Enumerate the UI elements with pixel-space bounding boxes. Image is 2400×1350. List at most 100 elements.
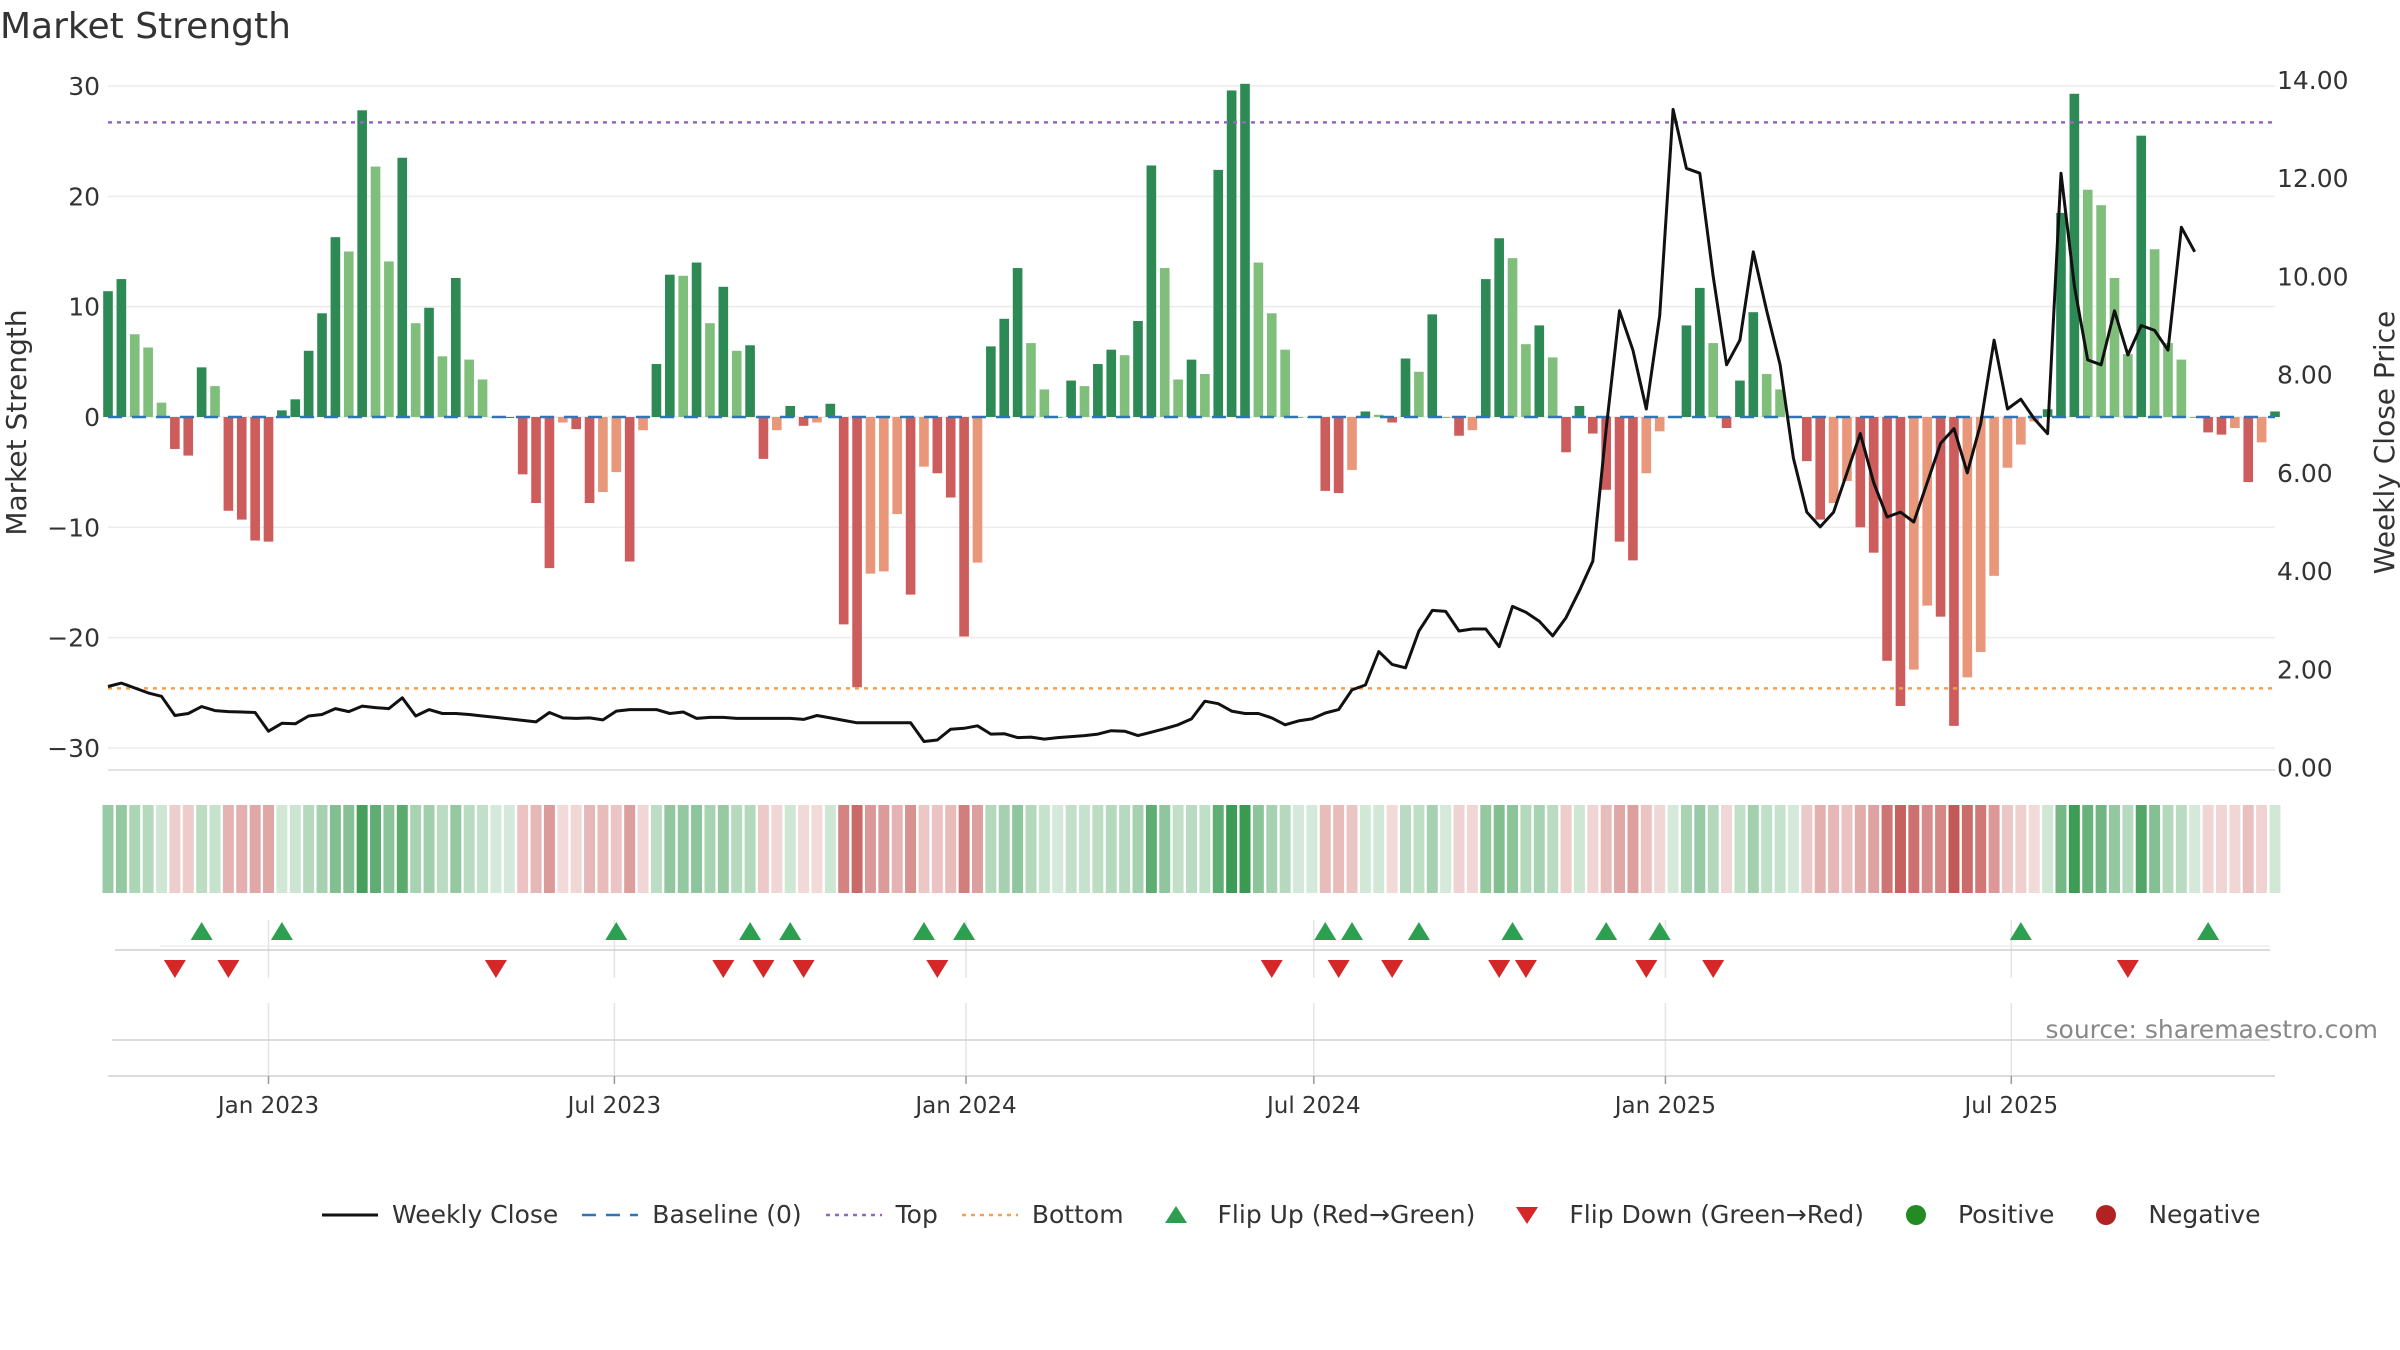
heat-cell <box>1640 805 1652 893</box>
flip-up-marker <box>1407 922 1430 940</box>
heat-cell <box>731 805 743 893</box>
heat-cell <box>249 805 261 893</box>
strength-bar <box>2123 354 2133 417</box>
strength-bar <box>959 416 969 637</box>
strength-bar <box>397 157 408 417</box>
strength-bar <box>1922 416 1933 606</box>
strength-bar <box>2230 416 2240 429</box>
heat-cell <box>1614 805 1626 893</box>
strength-bar <box>772 416 782 431</box>
legend-label: Bottom <box>1031 1200 1124 1229</box>
flip-down-marker <box>1514 960 1537 978</box>
flip-markers <box>115 922 2270 978</box>
flip-up-marker <box>190 922 213 940</box>
heat-cell <box>1868 805 1880 893</box>
heat-cell <box>1333 805 1345 893</box>
flip-up-marker <box>779 922 802 940</box>
strength-bar <box>1989 416 1999 576</box>
heat-cell <box>182 805 194 893</box>
heat-cell <box>1306 805 1318 893</box>
heat-cell <box>1186 805 1197 893</box>
heat-cell <box>263 805 275 893</box>
strength-bar <box>1186 359 1197 417</box>
heat-cell <box>1119 805 1131 893</box>
strength-bar <box>1654 416 1665 432</box>
heat-cell <box>998 805 1010 893</box>
heat-cell <box>918 805 930 893</box>
heat-cell <box>490 805 502 893</box>
strength-bar <box>156 402 167 417</box>
heat-cell <box>1226 805 1238 893</box>
strength-bar <box>932 416 943 474</box>
strength-bar <box>1842 416 1852 481</box>
legend-baseline-icon <box>582 1213 639 1216</box>
strength-bar <box>236 416 247 520</box>
strength-bar <box>170 416 180 449</box>
strength-bar <box>1694 287 1705 417</box>
y-left-tick-label: −20 <box>47 624 100 653</box>
heat-cell <box>771 805 783 893</box>
strength-bar <box>1280 349 1290 417</box>
strength-bar <box>1360 411 1371 417</box>
heat-cell <box>624 805 636 893</box>
heat-cell <box>1627 805 1639 893</box>
flip-up-marker <box>1648 922 1671 940</box>
heat-cell <box>2042 805 2054 893</box>
heat-cell <box>2095 805 2107 893</box>
strength-bar <box>798 416 809 426</box>
strength-bar <box>1721 416 1732 429</box>
strength-bar <box>330 237 341 417</box>
heat-cell <box>1480 805 1492 893</box>
strength-bar <box>2176 359 2187 417</box>
strength-bar <box>1761 373 1772 417</box>
strength-bar <box>1561 416 1571 453</box>
strength-bar <box>1146 165 1157 417</box>
strength-bar <box>1400 358 1411 417</box>
strength-bar <box>531 416 541 504</box>
strength-bar <box>370 166 381 417</box>
strength-bar <box>1735 380 1745 417</box>
flip-down-marker <box>792 960 815 978</box>
strength-bar <box>2189 416 2200 418</box>
strength-bar <box>1159 268 1170 417</box>
heat-cell <box>1105 805 1117 893</box>
strength-bar <box>1828 416 1839 504</box>
heat-cell <box>1065 805 1077 893</box>
heat-cell <box>557 805 569 893</box>
legend-item-weekly-close: Weekly Close <box>320 1200 558 1229</box>
heat-cell <box>115 805 127 893</box>
strength-bar <box>1962 416 1973 678</box>
flip-up-marker <box>912 922 935 940</box>
flip-down-marker <box>484 960 507 978</box>
heat-cell <box>1520 805 1532 893</box>
flip-down-marker <box>1635 960 1658 978</box>
x-tick-label: Jan 2023 <box>216 1093 319 1119</box>
legend-bottom-icon <box>961 1213 1018 1216</box>
strength-bar <box>1440 416 1451 418</box>
legend-label: Negative <box>2148 1200 2261 1229</box>
heat-cell <box>1373 805 1385 893</box>
heat-cell <box>2028 805 2040 893</box>
flip-up-marker <box>2009 922 2032 940</box>
flip-down-marker <box>1488 960 1511 978</box>
heat-cell <box>677 805 689 893</box>
strength-bar <box>196 367 207 417</box>
heat-cell <box>1600 805 1612 893</box>
strength-bar <box>919 416 929 467</box>
strength-bar <box>1949 416 1959 726</box>
heat-cell <box>1159 805 1171 893</box>
heat-cell <box>316 805 328 893</box>
legend-label: Positive <box>1957 1200 2055 1229</box>
weekly-close-layer <box>107 107 2197 743</box>
y-right-tick-label: 14.00 <box>2277 66 2349 95</box>
heat-cell <box>1881 805 1893 893</box>
heat-cell <box>1667 805 1679 893</box>
heat-cell <box>1560 805 1572 893</box>
strength-bar <box>731 350 742 417</box>
y-right-tick-label: 2.00 <box>2277 655 2333 684</box>
heat-cell <box>1025 805 1037 893</box>
heat-cell <box>2122 805 2134 893</box>
heat-cell <box>717 805 729 893</box>
heat-cell <box>129 805 141 893</box>
flip-up-marker <box>1595 922 1618 940</box>
